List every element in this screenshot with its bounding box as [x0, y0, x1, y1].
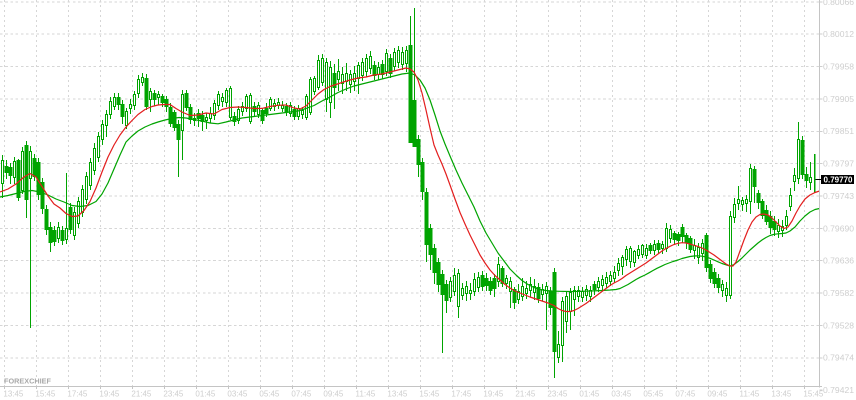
svg-text:0.79905: 0.79905 — [823, 95, 855, 104]
svg-text:23:45: 23:45 — [547, 389, 568, 398]
svg-text:0.79690: 0.79690 — [823, 224, 855, 233]
svg-text:0.79743: 0.79743 — [823, 192, 855, 201]
svg-text:0.79528: 0.79528 — [823, 321, 855, 330]
svg-text:21:45: 21:45 — [515, 389, 536, 398]
svg-text:0.79582: 0.79582 — [823, 289, 855, 298]
svg-text:13:45: 13:45 — [387, 389, 408, 398]
svg-text:03:45: 03:45 — [611, 389, 632, 398]
svg-text:0.80066: 0.80066 — [823, 0, 855, 7]
svg-text:07:45: 07:45 — [291, 389, 312, 398]
svg-text:11:45: 11:45 — [355, 389, 376, 398]
svg-text:0.79797: 0.79797 — [823, 160, 855, 169]
svg-text:01:45: 01:45 — [195, 389, 216, 398]
svg-text:0.79421: 0.79421 — [823, 386, 855, 395]
svg-text:17:45: 17:45 — [451, 389, 472, 398]
svg-text:09:45: 09:45 — [323, 389, 344, 398]
svg-text:05:45: 05:45 — [259, 389, 280, 398]
svg-text:0.79770: 0.79770 — [824, 176, 854, 185]
svg-text:0.79636: 0.79636 — [823, 257, 855, 266]
svg-text:23:45: 23:45 — [163, 389, 184, 398]
svg-text:07:45: 07:45 — [675, 389, 696, 398]
svg-text:01:45: 01:45 — [579, 389, 600, 398]
svg-text:19:45: 19:45 — [99, 389, 120, 398]
svg-text:13:45: 13:45 — [771, 389, 792, 398]
svg-text:0.80012: 0.80012 — [823, 30, 855, 39]
svg-text:13:45: 13:45 — [3, 389, 24, 398]
svg-text:FOREXCHIEF: FOREXCHIEF — [4, 377, 51, 386]
svg-text:21:45: 21:45 — [131, 389, 152, 398]
svg-text:0.79851: 0.79851 — [823, 127, 855, 136]
svg-text:15:45: 15:45 — [35, 389, 56, 398]
svg-text:0.79958: 0.79958 — [823, 63, 855, 72]
svg-text:15:45: 15:45 — [803, 389, 824, 398]
svg-text:05:45: 05:45 — [643, 389, 664, 398]
svg-text:17:45: 17:45 — [67, 389, 88, 398]
svg-text:09:45: 09:45 — [707, 389, 728, 398]
svg-text:11:45: 11:45 — [739, 389, 760, 398]
svg-text:03:45: 03:45 — [227, 389, 248, 398]
svg-text:15:45: 15:45 — [419, 389, 440, 398]
svg-text:0.79474: 0.79474 — [823, 354, 855, 363]
svg-text:19:45: 19:45 — [483, 389, 504, 398]
